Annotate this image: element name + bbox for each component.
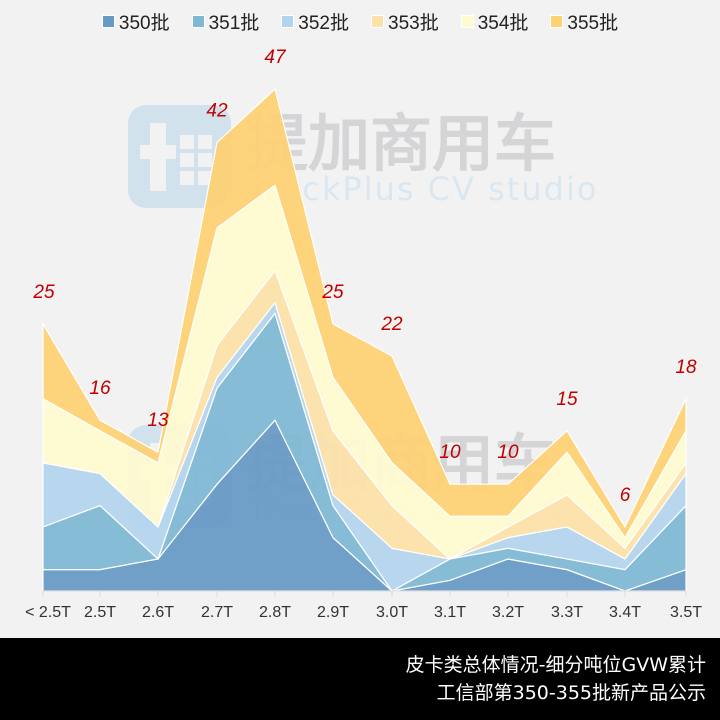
total-data-label: 18 bbox=[675, 357, 697, 378]
x-tick-label: 3.1T bbox=[434, 604, 466, 621]
x-tick-label: 2.7T bbox=[201, 604, 233, 621]
x-tick-label: 3.4T bbox=[609, 604, 641, 621]
svg-text:TruckPlus CV studio: TruckPlus CV studio bbox=[247, 170, 598, 208]
legend-swatch bbox=[371, 15, 384, 28]
x-tick-label: 3.5T bbox=[670, 604, 702, 621]
total-data-label: 42 bbox=[206, 100, 228, 121]
chart-legend: 350批 351批 352批 353批 354批 355批 bbox=[0, 8, 720, 35]
svg-text:提加商用车: 提加商用车 bbox=[246, 107, 556, 180]
legend-item-0: 350批 bbox=[101, 8, 170, 35]
legend-label: 354批 bbox=[477, 13, 529, 34]
total-data-label: 10 bbox=[497, 442, 519, 463]
legend-label: 351批 bbox=[208, 13, 260, 34]
total-data-label: 25 bbox=[32, 282, 55, 303]
total-data-label: 22 bbox=[380, 314, 403, 335]
total-data-label: 25 bbox=[321, 282, 344, 303]
legend-label: 352批 bbox=[298, 13, 349, 34]
footer-caption: 皮卡类总体情况-细分吨位GVW累计 工信部第350-355批新产品公示 bbox=[0, 638, 720, 720]
x-tick-label: < 2.5T bbox=[25, 604, 71, 621]
footer-subtitle: 工信部第350-355批新产品公示 bbox=[436, 682, 706, 704]
legend-swatch bbox=[281, 15, 295, 28]
total-data-label: 16 bbox=[89, 378, 111, 399]
x-tick-label: 2.6T bbox=[142, 604, 174, 621]
x-tick-label: 2.5T bbox=[84, 604, 116, 621]
x-tick-label: 3.2T bbox=[492, 604, 524, 621]
legend-swatch bbox=[460, 15, 474, 28]
x-tick-label: 2.8T bbox=[259, 604, 291, 621]
legend-label: 350批 bbox=[118, 13, 170, 34]
legend-swatch bbox=[550, 15, 564, 28]
legend-swatch bbox=[191, 15, 205, 28]
legend-item-5: 355批 bbox=[550, 8, 618, 35]
footer-title: 皮卡类总体情况-细分吨位GVW累计 bbox=[405, 654, 706, 676]
total-data-label: 10 bbox=[439, 442, 461, 463]
legend-item-2: 352批 bbox=[281, 8, 349, 35]
area-series-355批 bbox=[42, 87, 687, 539]
legend-label: 355批 bbox=[567, 13, 619, 34]
x-tick-label: 3.0T bbox=[376, 604, 408, 621]
total-data-label: 6 bbox=[620, 485, 631, 506]
legend-item-1: 351批 bbox=[191, 8, 260, 35]
total-data-label: 13 bbox=[147, 410, 169, 431]
x-tick-label: 2.9T bbox=[317, 604, 349, 621]
x-tick-label: 3.3T bbox=[551, 604, 583, 621]
total-data-label: 15 bbox=[556, 389, 578, 410]
legend-item-3: 353批 bbox=[371, 8, 439, 35]
total-data-label: 47 bbox=[264, 47, 287, 68]
legend-item-4: 354批 bbox=[460, 8, 529, 35]
legend-swatch bbox=[101, 15, 115, 28]
legend-label: 353批 bbox=[388, 13, 439, 34]
